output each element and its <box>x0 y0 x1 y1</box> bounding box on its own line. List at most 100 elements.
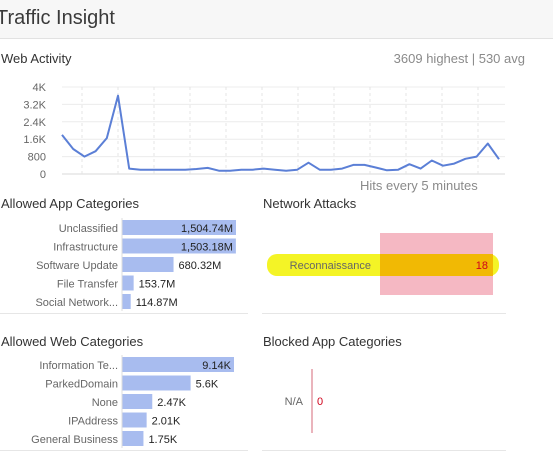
data-point <box>295 167 300 172</box>
data-point <box>272 167 277 172</box>
bar <box>122 431 144 446</box>
category-label: N/A <box>285 396 304 408</box>
bar <box>122 257 174 272</box>
value-label: 680.32M <box>179 260 222 272</box>
divider <box>262 450 506 451</box>
data-point <box>138 167 143 172</box>
value-label: 0 <box>317 396 323 408</box>
bar <box>122 220 236 235</box>
category-label: ParkedDomain <box>45 379 118 391</box>
allowed-app-categories-chart[interactable]: Unclassified 1,504.74M Infrastructure 1,503… <box>0 216 255 312</box>
data-point <box>205 165 210 170</box>
data-point <box>93 149 98 154</box>
data-point <box>104 136 109 141</box>
data-point <box>485 141 490 146</box>
divider <box>262 313 506 314</box>
allowed-web-categories-chart[interactable]: Information Te... 9.14K ParkedDomain 5.6K No… <box>0 353 255 449</box>
data-point <box>317 167 322 172</box>
data-point <box>384 168 389 173</box>
data-point <box>351 162 356 167</box>
allowed-web-categories-title: Allowed Web Categories <box>1 334 144 349</box>
hits-interval-label: Hits every 5 minutes <box>360 178 478 193</box>
data-point <box>463 156 468 161</box>
highlight-overlap <box>380 254 493 276</box>
data-point <box>429 158 434 163</box>
y-tick-label: 2.4K <box>23 117 46 129</box>
network-attacks-title: Network Attacks <box>263 196 357 211</box>
page-header: Traffic Insight <box>0 0 553 39</box>
value-label: 2.47K <box>157 397 186 409</box>
data-point <box>328 167 333 172</box>
network-attacks-chart[interactable]: Reconnaissance 18 <box>260 216 510 312</box>
divider <box>0 313 248 314</box>
value-label: 1,503.18M <box>181 242 233 254</box>
bar <box>122 357 234 372</box>
bar <box>122 275 134 291</box>
data-point <box>116 93 121 98</box>
bar <box>122 375 191 391</box>
blocked-app-categories-chart[interactable]: N/A 0 <box>260 353 510 449</box>
data-point <box>362 162 367 167</box>
category-label: Software Update <box>36 260 118 272</box>
data-point <box>82 154 87 159</box>
data-point <box>239 167 244 172</box>
category-label: Infrastructure <box>53 242 118 254</box>
web-activity-chart[interactable]: 0 800 1.6K 2.4K 3.2K 4K <box>0 76 553 180</box>
data-point <box>261 166 266 171</box>
y-tick-label: 1.6K <box>23 134 46 146</box>
blocked-app-categories-title: Blocked App Categories <box>263 334 402 349</box>
y-tick-label: 0 <box>40 169 46 180</box>
value-label: 5.6K <box>196 379 219 391</box>
value-label: 153.7M <box>139 279 176 291</box>
data-point <box>373 165 378 170</box>
y-tick-label: 3.2K <box>23 99 46 111</box>
data-point <box>407 162 412 167</box>
data-point <box>60 132 65 137</box>
y-tick-label: 800 <box>28 152 46 164</box>
data-point <box>396 167 401 172</box>
value-label: 2.01K <box>152 416 181 428</box>
data-point <box>452 161 457 166</box>
data-point <box>440 163 445 168</box>
value-label: 1,504.74M <box>181 223 233 235</box>
bar <box>122 238 236 254</box>
web-activity-stats: 3609 highest | 530 avg <box>393 51 525 66</box>
category-label: None <box>92 397 118 409</box>
data-point <box>149 167 154 172</box>
allowed-app-categories-title: Allowed App Categories <box>1 196 140 211</box>
category-label: Reconnaissance <box>290 260 371 272</box>
data-point <box>160 167 165 172</box>
data-point <box>284 168 289 173</box>
value-label: 114.87M <box>136 297 178 309</box>
data-point <box>172 167 177 172</box>
data-point <box>340 166 345 171</box>
web-activity-line <box>61 94 500 172</box>
value-label: 18 <box>476 260 488 272</box>
data-point <box>474 154 479 159</box>
value-label: 9.14K <box>202 360 231 372</box>
web-activity-title: Web Activity <box>1 51 72 66</box>
bar <box>122 412 147 428</box>
category-label: General Business <box>31 434 118 446</box>
data-point <box>497 157 502 162</box>
category-label: IPAddress <box>68 416 118 428</box>
data-point <box>183 167 188 172</box>
y-tick-label: 4K <box>33 82 47 94</box>
data-point <box>216 168 221 173</box>
data-point <box>127 166 132 171</box>
data-point <box>71 146 76 151</box>
data-point <box>194 166 199 171</box>
page-title: Traffic Insight <box>0 7 115 29</box>
bar <box>122 394 153 409</box>
category-label: Information Te... <box>39 360 118 372</box>
data-point <box>306 160 311 165</box>
bar <box>122 294 131 309</box>
data-point <box>418 166 423 171</box>
data-point <box>228 168 233 173</box>
category-label: Social Network... <box>35 297 118 309</box>
value-label: 1.75K <box>148 434 177 446</box>
divider <box>0 450 248 451</box>
category-label: File Transfer <box>57 279 118 291</box>
data-point <box>250 167 255 172</box>
category-label: Unclassified <box>59 223 118 235</box>
